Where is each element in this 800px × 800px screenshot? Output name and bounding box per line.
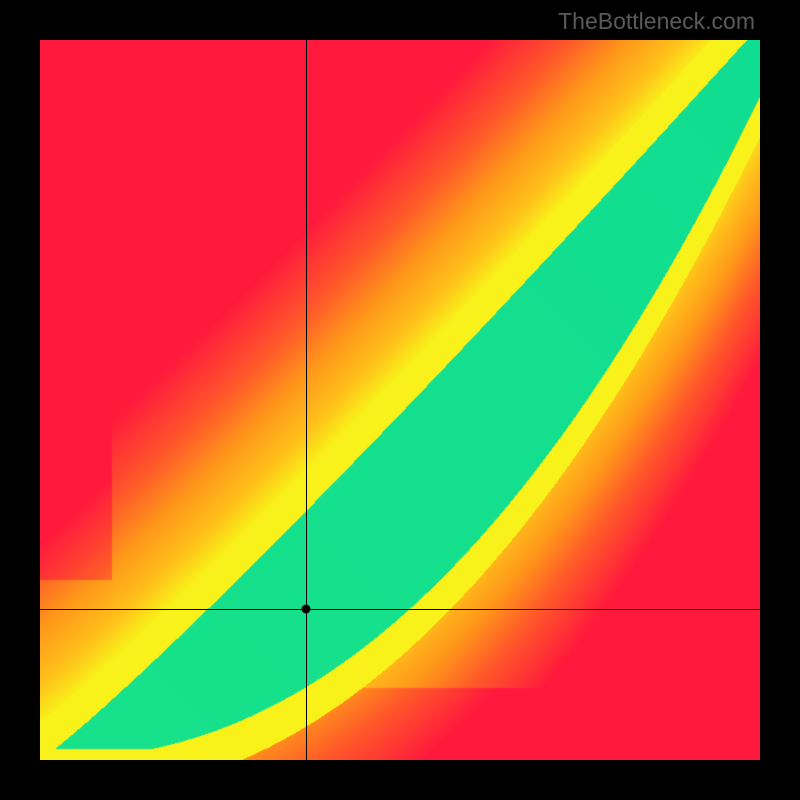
data-point-marker: [302, 604, 311, 613]
crosshair-horizontal: [40, 609, 760, 610]
crosshair-vertical: [306, 40, 307, 760]
heatmap-canvas: [40, 40, 760, 760]
watermark-text: TheBottleneck.com: [558, 8, 755, 35]
chart-container: TheBottleneck.com: [0, 0, 800, 800]
